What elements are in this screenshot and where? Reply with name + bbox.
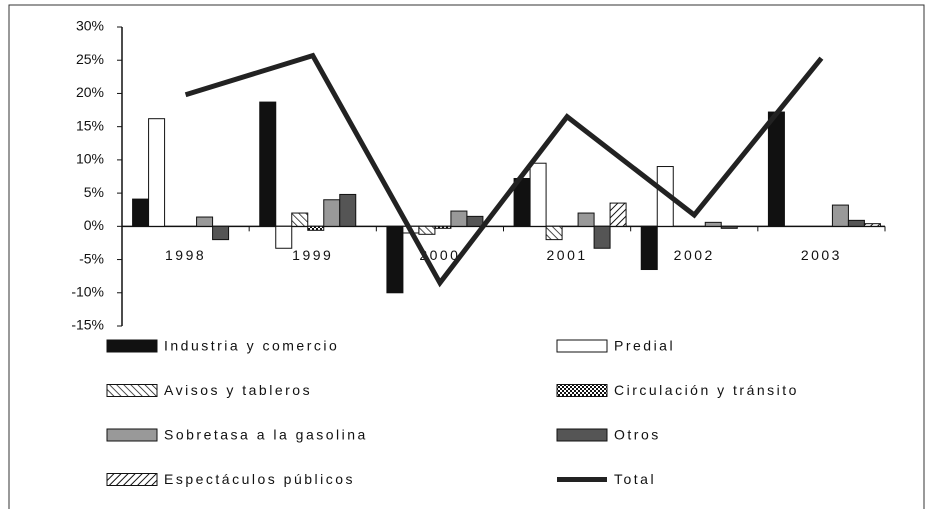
- bar: [148, 118, 166, 227]
- legend-label: Avisos y tableros: [164, 382, 312, 398]
- bar: [863, 223, 881, 227]
- frame: [8, 4, 925, 509]
- legend-swatch: [556, 339, 608, 353]
- bar: [466, 215, 484, 227]
- legend-label: Espectáculos públicos: [164, 471, 355, 487]
- bar: [275, 225, 293, 249]
- y-tick-label: 30%: [76, 18, 104, 34]
- x-tick-label: 2001: [547, 247, 588, 263]
- bar: [529, 162, 547, 227]
- bar: [132, 198, 150, 227]
- legend-swatch: [106, 473, 158, 486]
- legend-label: Otros: [614, 427, 661, 443]
- y-tick-label: 10%: [76, 151, 104, 167]
- bar: [767, 111, 785, 227]
- bar: [577, 212, 595, 227]
- line-series: [184, 52, 824, 288]
- bar: [434, 225, 452, 229]
- legend-swatch: [106, 384, 158, 397]
- x-tick-label: 2002: [674, 247, 715, 263]
- bar: [831, 204, 849, 227]
- bar: [307, 225, 325, 231]
- bar: [323, 199, 341, 227]
- bar: [339, 193, 357, 227]
- bar: [196, 216, 214, 227]
- bar: [450, 210, 468, 227]
- x-tick-label: 1998: [165, 247, 206, 263]
- bar: [212, 225, 230, 241]
- y-tick-label: 0%: [84, 217, 104, 233]
- bar: [640, 225, 658, 271]
- bar: [847, 219, 865, 227]
- bar: [291, 212, 309, 227]
- bar: [704, 221, 722, 227]
- y-tick-label: 15%: [76, 117, 104, 133]
- bar: [418, 225, 436, 235]
- y-tick-label: 5%: [84, 184, 104, 200]
- legend-swatch: [106, 428, 158, 442]
- bar: [720, 225, 738, 229]
- x-tick-label: 2003: [801, 247, 842, 263]
- legend-swatch: [106, 339, 158, 353]
- legend-swatch: [556, 428, 608, 442]
- y-tick-label: -15%: [71, 317, 104, 333]
- bar: [259, 101, 277, 227]
- y-tick-label: 25%: [76, 51, 104, 67]
- legend-label: Circulación y tránsito: [614, 382, 799, 398]
- bar: [593, 225, 611, 249]
- legend-label: Predial: [614, 338, 675, 354]
- bar: [386, 225, 404, 294]
- y-tick-label: -5%: [79, 250, 104, 266]
- y-tick-label: -10%: [71, 283, 104, 299]
- bar: [545, 225, 563, 241]
- legend-label: Industria y comercio: [164, 338, 339, 354]
- y-tick-label: 20%: [76, 84, 104, 100]
- bar: [609, 202, 627, 227]
- legend-label: Total: [614, 471, 656, 487]
- legend-label: Sobretasa a la gasolina: [164, 427, 368, 443]
- legend-swatch: [556, 384, 608, 397]
- x-tick-label: 1999: [292, 247, 333, 263]
